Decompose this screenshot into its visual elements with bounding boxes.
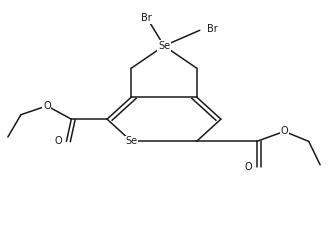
Text: Br: Br bbox=[207, 24, 218, 34]
Text: Se: Se bbox=[158, 41, 170, 51]
Text: O: O bbox=[245, 162, 252, 172]
Text: O: O bbox=[54, 136, 62, 146]
Text: O: O bbox=[43, 101, 51, 111]
Text: Se: Se bbox=[125, 136, 137, 146]
Text: Br: Br bbox=[141, 13, 152, 23]
Text: O: O bbox=[280, 126, 288, 136]
